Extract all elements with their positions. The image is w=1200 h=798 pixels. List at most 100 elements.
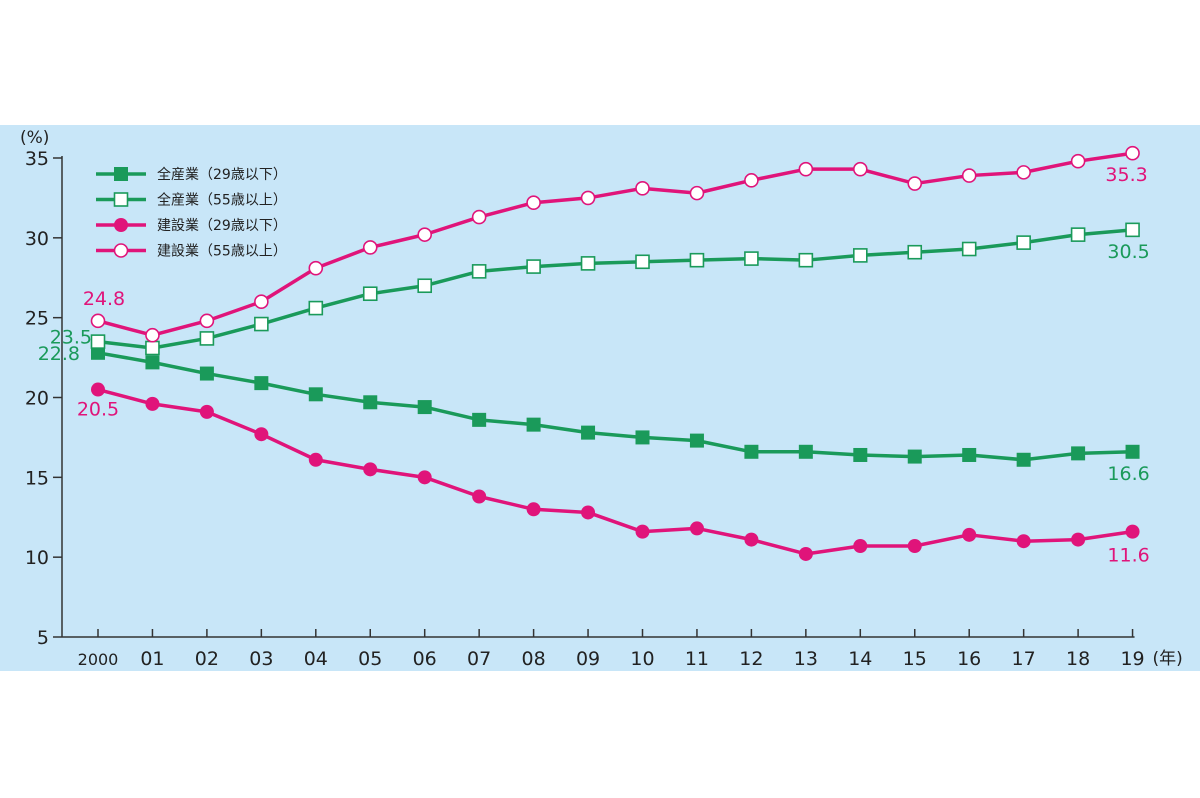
data-point-s2 — [907, 538, 922, 553]
data-point-s3 — [580, 190, 596, 206]
data-point-s1 — [362, 286, 378, 302]
data-point-s0 — [1125, 444, 1140, 459]
data-point-s3 — [744, 173, 759, 188]
series-line-1 — [97, 228, 1133, 350]
data-point-s1 — [744, 251, 759, 266]
data-point-s2 — [962, 527, 977, 542]
data-label: 30.5 — [1107, 241, 1149, 263]
data-point-s2 — [308, 452, 323, 467]
x-axis-unit: (年) — [1153, 649, 1183, 669]
legend-marker — [113, 243, 129, 258]
y-axis-unit: (%) — [20, 128, 49, 148]
data-label: 35.3 — [1105, 164, 1147, 186]
data-point-s1 — [852, 248, 868, 263]
data-point-s1 — [1070, 227, 1086, 242]
x-tick-label: 16 — [957, 648, 981, 670]
data-point-s3 — [308, 260, 324, 276]
x-tick-label: 03 — [249, 648, 273, 670]
x-tick-label: 13 — [794, 648, 818, 670]
legend-marker — [113, 192, 129, 207]
data-point-s3 — [961, 168, 977, 183]
data-point-s0 — [1016, 452, 1031, 467]
x-tick-label: 06 — [413, 648, 437, 670]
legend-marker — [114, 167, 128, 181]
y-tick-label: 10 — [25, 547, 49, 569]
data-point-s2 — [689, 521, 704, 536]
x-tick-label: 19 — [1120, 648, 1144, 670]
data-point-s1 — [145, 340, 160, 356]
data-point-s0 — [798, 444, 813, 459]
data-point-s0 — [744, 444, 759, 459]
data-point-s3 — [1070, 153, 1086, 169]
data-point-s3 — [907, 176, 923, 191]
x-tick-label: 15 — [903, 648, 927, 670]
data-point-s0 — [907, 449, 922, 464]
x-tick-label: 11 — [685, 648, 709, 670]
data-point-s0 — [526, 417, 541, 432]
data-point-s3 — [362, 240, 378, 255]
data-point-s2 — [254, 427, 269, 442]
data-point-s0 — [199, 366, 214, 381]
y-tick-label: 35 — [25, 148, 49, 170]
data-point-s1 — [471, 264, 487, 279]
data-point-s2 — [199, 404, 214, 419]
data-point-s3 — [471, 209, 487, 225]
data-point-s3 — [1016, 165, 1031, 180]
legend-label: 建設業（55歳以上） — [157, 244, 287, 260]
data-point-s3 — [852, 161, 868, 177]
axes: 5 10 15 20 25 30 35(%) 2000 01 02 03 04 05 06 07 08 09 10… — [20, 128, 1183, 670]
data-point-s2 — [744, 532, 759, 547]
data-label: 20.5 — [77, 399, 119, 421]
x-tick-label: 04 — [304, 648, 328, 670]
x-tick-label: 12 — [739, 648, 763, 670]
data-point-s1 — [308, 300, 324, 316]
data-label: 24.8 — [83, 288, 125, 310]
data-point-s3 — [90, 313, 106, 329]
x-tick-label: 10 — [630, 648, 654, 670]
data-point-s3 — [798, 161, 814, 177]
data-point-s3 — [1125, 145, 1140, 161]
x-tick-label: 2000 — [78, 650, 119, 669]
data-point-s1 — [580, 256, 596, 271]
data-point-s3 — [689, 185, 705, 201]
data-point-s2 — [581, 505, 596, 520]
data-point-s1 — [1016, 235, 1031, 250]
data-point-s0 — [635, 430, 650, 445]
data-label: 23.5 — [50, 327, 92, 349]
data-point-s2 — [1071, 532, 1086, 547]
series-line-0 — [97, 351, 1133, 462]
series-lines — [97, 151, 1133, 556]
data-label: 16.6 — [1107, 463, 1149, 485]
data-point-s2 — [1125, 524, 1140, 539]
data-point-s2 — [472, 489, 487, 504]
x-tick-label: 07 — [467, 648, 491, 670]
data-point-s1 — [199, 331, 215, 346]
x-tick-label: 08 — [522, 648, 546, 670]
legend: 全産業（29歳以下） 全産業（55歳以上） 建設業（29歳以下） 建設業（55歳以上） — [96, 166, 287, 260]
data-point-s2 — [635, 524, 650, 539]
data-point-s1 — [90, 334, 106, 349]
data-point-s0 — [254, 376, 269, 391]
x-tick-label: 18 — [1066, 648, 1090, 670]
data-point-s0 — [363, 395, 378, 410]
y-tick-label: 20 — [25, 388, 49, 410]
data-point-s1 — [635, 254, 650, 270]
data-point-s0 — [853, 447, 868, 462]
data-point-s2 — [417, 470, 432, 485]
x-tick-label: 17 — [1012, 648, 1036, 670]
data-point-s1 — [526, 259, 541, 274]
data-point-s3 — [635, 181, 650, 196]
data-point-s2 — [145, 396, 160, 411]
series-line-3 — [97, 151, 1133, 337]
data-point-s0 — [91, 345, 105, 360]
legend-label: 全産業（29歳以下） — [157, 166, 287, 183]
data-point-s3 — [417, 227, 433, 242]
x-tick-label: 01 — [140, 648, 164, 670]
x-tick-label: 09 — [576, 648, 600, 670]
legend-marker — [114, 218, 128, 232]
y-tick-label: 30 — [25, 228, 49, 250]
data-point-s2 — [798, 546, 813, 561]
data-point-s0 — [581, 425, 596, 440]
data-point-s1 — [907, 244, 923, 260]
data-point-s0 — [472, 412, 487, 427]
